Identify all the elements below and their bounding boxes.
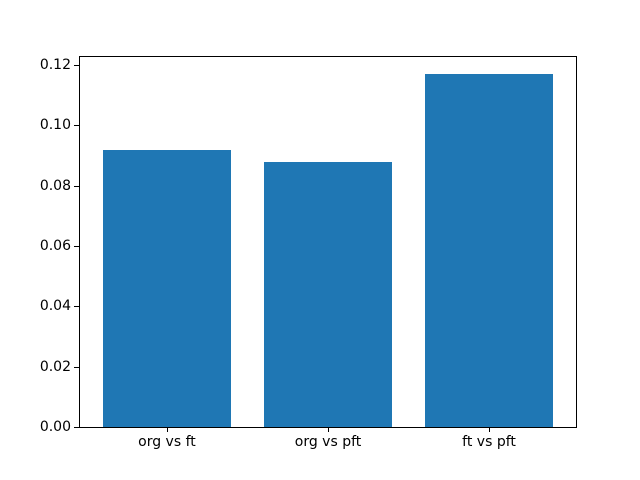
x-tick-label-org-vs-ft: org vs ft <box>138 434 196 450</box>
x-tick-label-org-vs-pft: org vs pft <box>294 434 362 450</box>
bar-org-vs-pft <box>263 161 393 427</box>
y-tick-label-0.06: 0.06 <box>39 238 71 255</box>
y-tick-mark <box>74 125 79 127</box>
x-tick-mark <box>328 428 329 432</box>
x-tick-mark <box>489 428 491 432</box>
y-tick-mark <box>74 366 79 368</box>
bar-org-vs-ft <box>102 149 232 427</box>
y-tick-label-0.12: 0.12 <box>39 57 71 74</box>
y-tick-mark <box>74 185 79 187</box>
y-tick-label-0.04: 0.04 <box>39 298 71 315</box>
x-tick-mark <box>166 428 168 432</box>
plot-area <box>79 56 577 428</box>
y-tick-label-0.02: 0.02 <box>39 358 71 375</box>
y-tick-mark <box>74 306 79 308</box>
bar-ft-vs-pft <box>424 74 554 427</box>
x-tick-label-ft-vs-pft: ft vs pft <box>462 434 516 450</box>
y-tick-mark <box>74 65 79 67</box>
y-tick-label-0.10: 0.10 <box>39 117 71 134</box>
y-tick-mark <box>74 427 79 428</box>
y-tick-label-0.08: 0.08 <box>39 177 71 194</box>
y-tick-label-0.00: 0.00 <box>39 419 71 435</box>
y-tick-mark <box>74 246 79 248</box>
